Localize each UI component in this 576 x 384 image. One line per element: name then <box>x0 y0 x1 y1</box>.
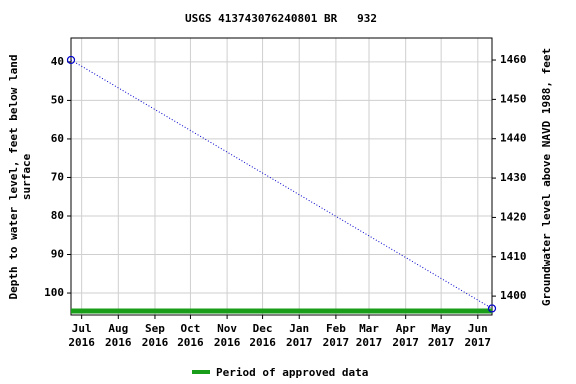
x-tick-label-line: May <box>431 322 451 335</box>
x-tick-label-line: Sep <box>145 322 165 335</box>
y2-tick-label: 1410 <box>500 250 527 263</box>
x-tick-label-line: Dec <box>253 322 273 335</box>
y-tick-label: 70 <box>51 170 64 183</box>
y-tick-label: 40 <box>51 55 64 68</box>
x-tick-label: May 2017 <box>428 322 455 349</box>
x-tick-label-line: 2017 <box>428 336 455 349</box>
y-axis-label-line: Depth to water level, feet below land <box>7 54 20 299</box>
x-tick-label-line: 2016 <box>177 336 204 349</box>
x-tick-label: Mar 2017 <box>356 322 383 349</box>
x-tick-label-line: Jul <box>72 322 92 335</box>
x-tick-label: Aug 2016 <box>105 322 132 349</box>
x-tick-label-line: 2017 <box>286 336 313 349</box>
x-tick-label-line: Jun <box>468 322 488 335</box>
legend-label: Period of approved data <box>216 366 368 379</box>
x-tick-label: Nov 2016 <box>214 322 241 349</box>
x-tick-label: Dec 2016 <box>249 322 276 349</box>
x-tick-label: Apr 2017 <box>392 322 419 349</box>
x-tick-label: Jun 2017 <box>465 322 492 349</box>
y-tick-label: 100 <box>44 286 64 299</box>
x-tick-label: Jul 2016 <box>68 322 95 349</box>
x-tick-label: Sep 2016 <box>142 322 169 349</box>
y-tick-label: 50 <box>51 93 64 106</box>
x-tick-label-line: 2016 <box>214 336 241 349</box>
x-tick-label-line: 2017 <box>465 336 492 349</box>
y2-tick-label: 1430 <box>500 171 527 184</box>
y2-tick-label: 1450 <box>500 92 527 105</box>
x-tick-label: Jan 2017 <box>286 322 313 349</box>
y-tick-label: 80 <box>51 209 64 222</box>
y-axis-label-line: surface <box>20 153 33 200</box>
y2-axis-label: Groundwater level above NAVD 1988, feet <box>540 48 553 306</box>
data-point <box>487 304 497 313</box>
data-point <box>66 55 76 65</box>
y2-tick-label: 1400 <box>500 289 527 302</box>
series-line <box>70 59 493 309</box>
x-tick-label-line: Oct <box>181 322 201 335</box>
chart-title: USGS 413743076240801 BR 932 <box>185 12 377 25</box>
x-tick-label-line: 2016 <box>105 336 132 349</box>
x-tick-label-line: 2016 <box>249 336 276 349</box>
y2-tick-label: 1460 <box>500 53 527 66</box>
x-tick-label-line: 2016 <box>68 336 95 349</box>
plot-frame <box>70 37 493 316</box>
x-tick-label-line: Nov <box>217 322 237 335</box>
y2-tick-label: 1420 <box>500 210 527 223</box>
x-tick-label-line: Jan <box>289 322 309 335</box>
y2-tick-label: 1440 <box>500 132 527 145</box>
y-tick-label: 60 <box>51 132 64 145</box>
x-tick-label-line: 2017 <box>323 336 350 349</box>
x-tick-label-line: Aug <box>108 322 128 335</box>
y-axis-label: Depth to water level, feet below landsur… <box>7 54 33 299</box>
x-tick-label: Feb 2017 <box>323 322 350 349</box>
y-tick-label: 90 <box>51 248 64 261</box>
x-tick-label-line: 2016 <box>142 336 169 349</box>
x-tick-label-line: 2017 <box>356 336 383 349</box>
x-tick-label-line: Mar <box>359 322 379 335</box>
x-tick-label-line: 2017 <box>392 336 419 349</box>
x-tick-label-line: Feb <box>326 322 346 335</box>
x-tick-label-line: Apr <box>396 322 416 335</box>
x-tick-label: Oct 2016 <box>177 322 204 349</box>
